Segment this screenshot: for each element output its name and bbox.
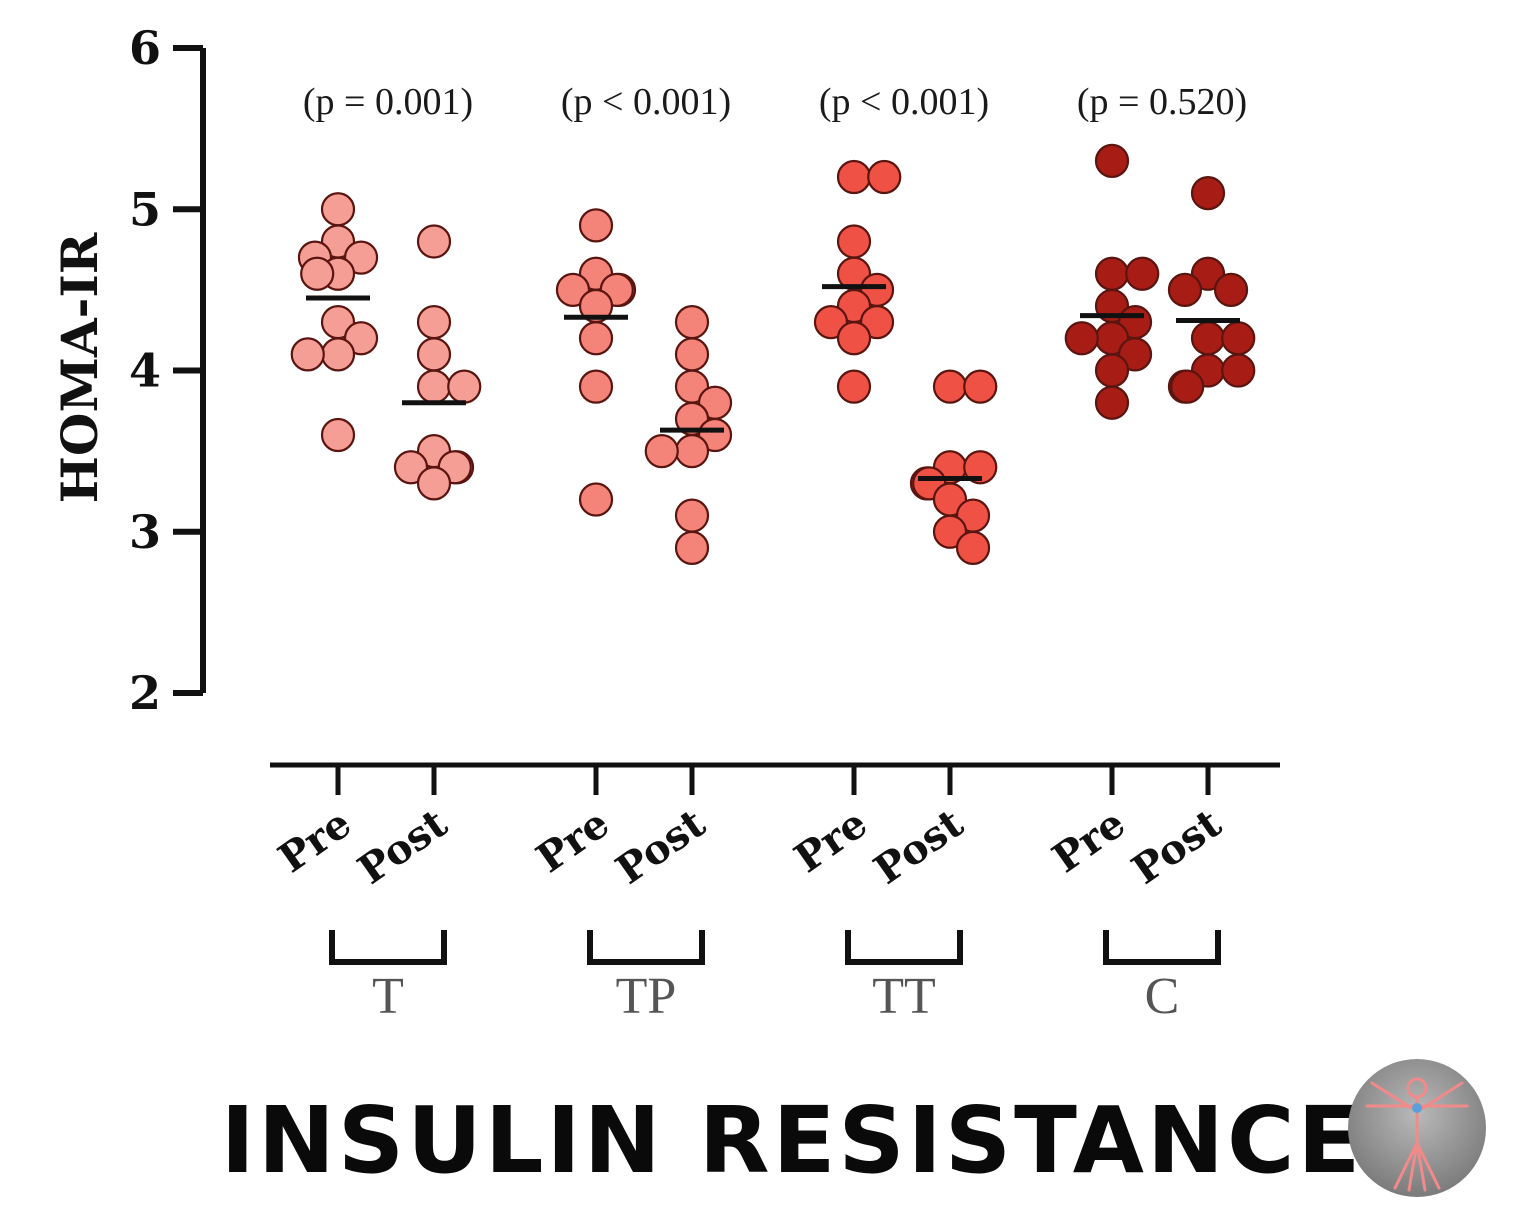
data-point — [1125, 256, 1160, 291]
data-point — [1221, 321, 1256, 356]
data-point — [320, 417, 356, 453]
data-point — [320, 192, 356, 227]
vitruvian-man-icon — [1365, 1077, 1469, 1192]
data-point — [1221, 353, 1256, 388]
data-point — [836, 159, 872, 195]
data-point — [674, 434, 710, 469]
data-point — [932, 369, 968, 404]
data-point — [963, 369, 998, 404]
data-point — [1190, 176, 1226, 211]
x-label-post: Post — [608, 799, 715, 893]
data-point — [1213, 272, 1249, 307]
data-point — [416, 224, 452, 259]
data-point — [644, 434, 679, 469]
data-point — [963, 450, 998, 485]
data-point — [1094, 143, 1130, 178]
data-point — [578, 208, 614, 243]
p-value-label: (p = 0.001) — [303, 81, 473, 123]
group-bracket — [845, 930, 963, 965]
x-label-post: Post — [350, 799, 457, 893]
group-label: T — [372, 968, 404, 1025]
y-axis: 2 3 4 5 6 — [129, 21, 206, 720]
y-tick-label: 6 — [129, 21, 161, 75]
y-tick-label: 4 — [129, 344, 161, 398]
y-tick-label: 5 — [129, 182, 161, 236]
x-label-pre: Pre — [528, 800, 618, 882]
data-point — [1064, 321, 1099, 356]
data-point — [1167, 272, 1203, 307]
logo — [1348, 1059, 1486, 1197]
data-point — [836, 321, 872, 356]
data-point — [290, 337, 325, 372]
data-point — [578, 369, 614, 404]
data-point — [1170, 369, 1205, 404]
p-value-label: (p < 0.001) — [561, 81, 731, 123]
data-point — [1094, 385, 1130, 420]
data-point — [674, 305, 710, 340]
x-label-pre: Pre — [270, 800, 360, 882]
chart-title-banner: INSULIN RESISTANCE — [221, 1087, 1364, 1194]
data-point — [1094, 353, 1130, 388]
data-point — [955, 530, 991, 565]
y-axis-label: HOMA-IR — [50, 232, 109, 503]
data-point — [416, 305, 452, 340]
group-bracket — [587, 930, 705, 965]
data-point — [867, 159, 902, 195]
data-point — [416, 369, 452, 404]
group-label: C — [1145, 968, 1180, 1025]
x-label-pre: Pre — [786, 800, 876, 882]
data-point — [1094, 256, 1130, 291]
p-value-label: (p = 0.520) — [1077, 81, 1247, 123]
data-point — [836, 224, 872, 259]
y-tick-label: 2 — [129, 666, 161, 720]
data-point — [578, 321, 614, 356]
data-point — [578, 482, 614, 517]
group-bracket — [329, 930, 447, 965]
data-point — [447, 369, 482, 404]
plot-area: (p = 0.001) (p < 0.001) (p < 0.001) (p = 0.… — [290, 81, 1256, 565]
y-tick-label: 3 — [129, 505, 161, 559]
x-label-post: Post — [1124, 799, 1231, 893]
data-point — [674, 337, 710, 372]
data-point — [836, 369, 872, 404]
group-bracket — [1103, 930, 1221, 965]
x-label-pre: Pre — [1044, 800, 1134, 882]
data-point — [416, 337, 452, 372]
data-point — [300, 256, 335, 291]
p-value-label: (p < 0.001) — [819, 81, 989, 123]
data-point — [674, 498, 710, 533]
data-point — [674, 530, 710, 565]
x-label-post: Post — [866, 799, 973, 893]
data-point — [320, 337, 356, 372]
data-point — [1190, 321, 1226, 356]
group-label: TT — [872, 968, 936, 1025]
group-label: TP — [616, 968, 677, 1025]
data-point — [416, 466, 452, 501]
